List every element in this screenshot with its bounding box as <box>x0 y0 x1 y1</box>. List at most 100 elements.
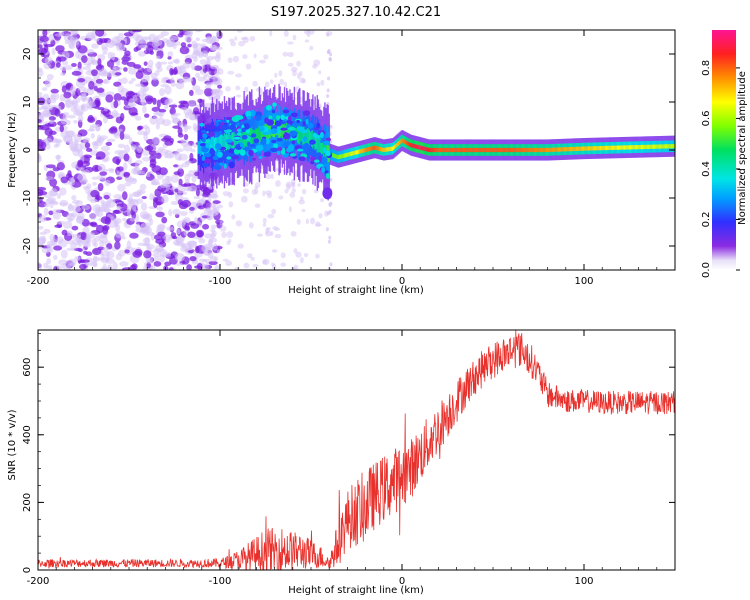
ridge-core <box>360 149 362 154</box>
noise-blob <box>141 195 147 200</box>
noise-blob <box>43 262 49 269</box>
snr-xtick-label: 100 <box>574 576 593 587</box>
ridge-core <box>384 147 386 152</box>
noise-blob <box>249 35 256 42</box>
noise-blob <box>168 191 175 196</box>
ridge-speckle <box>225 116 232 121</box>
ridge-core <box>406 140 408 146</box>
noise-blob <box>163 265 169 270</box>
ridge-core <box>366 147 369 152</box>
ridge-core <box>555 147 558 152</box>
noise-blob <box>155 62 162 69</box>
noise-blob <box>150 72 158 79</box>
noise-blob <box>232 55 240 63</box>
ridge-speckle <box>255 144 264 152</box>
noise-blob <box>167 51 174 58</box>
ridge-core <box>568 147 571 152</box>
noise-blob <box>91 248 102 256</box>
noise-blob <box>181 183 189 187</box>
ridge-speckle <box>316 122 321 129</box>
ridge-speckle <box>283 141 290 148</box>
ridge-core <box>557 147 560 152</box>
noise-blob <box>202 52 208 58</box>
noise-blob <box>329 52 333 57</box>
ridge-core <box>491 147 493 153</box>
noise-blob <box>196 230 204 238</box>
noise-blob <box>38 67 43 72</box>
noise-blob <box>194 252 203 258</box>
noise-blob <box>123 153 130 162</box>
noise-blob <box>146 64 153 73</box>
ridge-core <box>561 147 563 152</box>
noise-blob <box>271 208 277 215</box>
noise-blob <box>303 253 309 258</box>
noise-blob <box>144 113 150 118</box>
ridge-core <box>298 125 300 144</box>
ridge-core <box>664 144 667 149</box>
ridge-core <box>673 144 675 149</box>
ridge-core <box>356 150 359 155</box>
noise-blob <box>45 176 54 181</box>
noise-blob <box>179 30 184 36</box>
noise-blob <box>157 223 166 230</box>
noise-blob <box>284 188 289 194</box>
noise-blob <box>304 39 309 43</box>
ridge-speckle <box>275 115 281 121</box>
ridge-core <box>635 145 637 150</box>
noise-blob <box>123 98 129 106</box>
ridge-speckle <box>268 115 273 120</box>
ridge-core <box>457 147 459 153</box>
ridge-speckle <box>291 122 300 128</box>
noise-blob <box>48 116 56 121</box>
ridge-core <box>627 145 630 150</box>
noise-blob <box>263 54 269 60</box>
noise-blob <box>164 105 169 109</box>
noise-blob <box>53 254 58 260</box>
ridge-core <box>631 145 633 150</box>
noise-blob <box>158 88 165 97</box>
ridge-speckle <box>258 155 263 160</box>
ridge-core <box>649 144 652 149</box>
ridge-speckle <box>226 156 232 160</box>
ridge-core <box>305 129 308 144</box>
noise-blob <box>164 85 172 95</box>
ridge-core <box>369 146 371 152</box>
noise-blob <box>59 199 69 207</box>
ridge-speckle <box>258 125 265 132</box>
ridge-core <box>379 147 382 152</box>
noise-blob <box>119 112 125 122</box>
noise-blob <box>132 94 138 102</box>
ridge-core <box>474 147 477 153</box>
noise-blob <box>174 58 180 65</box>
spectrogram-ridge-layer <box>197 83 675 201</box>
ridge-core <box>509 147 512 153</box>
colorbar-tick-label: 0.8 <box>701 60 712 76</box>
ridge-core <box>350 151 352 156</box>
noise-blob <box>209 193 219 199</box>
noise-blob <box>67 114 76 119</box>
ridge-core <box>359 149 361 154</box>
noise-blob <box>121 56 131 62</box>
ridge-core <box>222 135 225 150</box>
noise-blob <box>217 84 223 89</box>
ridge-core <box>449 147 452 153</box>
ridge-core <box>415 144 418 149</box>
ridge-core <box>485 147 488 153</box>
noise-blob <box>298 199 305 205</box>
ridge-core <box>585 146 587 151</box>
spectrogram-xlabel: Height of straight line (km) <box>288 285 424 296</box>
noise-blob <box>79 263 87 270</box>
noise-blob <box>76 215 85 224</box>
noise-blob <box>76 96 81 103</box>
noise-blob <box>164 140 174 146</box>
ridge-core <box>529 147 531 153</box>
noise-blob <box>44 56 53 64</box>
ridge-core <box>644 144 646 150</box>
noise-blob <box>209 203 216 209</box>
noise-blob <box>39 214 47 223</box>
noise-blob <box>175 228 181 235</box>
ridge-core <box>587 146 589 151</box>
noise-blob <box>55 45 65 52</box>
noise-blob <box>176 148 184 153</box>
ridge-core <box>426 147 429 152</box>
